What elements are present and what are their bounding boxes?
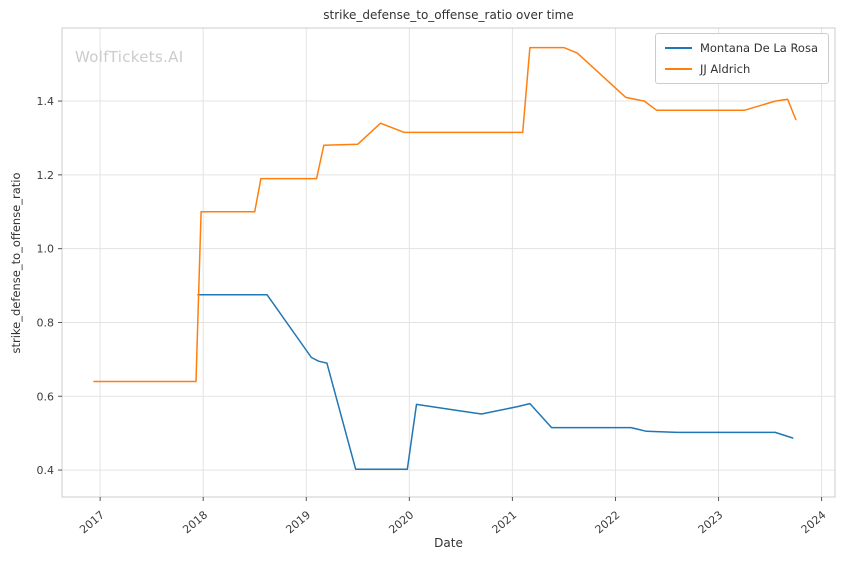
- watermark: WolfTickets.AI: [75, 48, 184, 66]
- x-tick-label: 2021: [490, 508, 520, 536]
- legend-line-sample: [664, 68, 692, 70]
- series-line-jj-aldrich: [93, 46, 797, 383]
- legend-label: Montana De La Rosa: [699, 41, 818, 55]
- y-tick-label: 0.8: [37, 316, 55, 329]
- legend-line-sample: [664, 47, 692, 49]
- y-tick-label: 1.2: [37, 169, 55, 182]
- y-tick-label: 1.4: [37, 95, 55, 108]
- chart-title: strike_defense_to_offense_ratio over tim…: [323, 8, 574, 22]
- x-tick-label: 2020: [386, 508, 416, 536]
- legend-item-jj-aldrich: JJ Aldrich: [664, 62, 818, 76]
- y-tick-label: 0.4: [37, 464, 55, 477]
- x-tick-label: 2018: [180, 508, 210, 536]
- plot-border: [61, 27, 836, 498]
- x-tick-label: 2017: [77, 508, 107, 536]
- x-tick-label: 2022: [593, 508, 623, 536]
- x-tick-label: 2024: [799, 508, 829, 536]
- x-tick-label: 2019: [283, 508, 313, 536]
- legend-label: JJ Aldrich: [699, 62, 751, 76]
- series-line-montana-de-la-rosa: [197, 294, 794, 471]
- y-tick-label: 0.6: [37, 390, 55, 403]
- plot-background: [62, 28, 835, 497]
- y-tick-label: 1.0: [37, 243, 55, 256]
- x-tick-label: 2023: [696, 508, 726, 536]
- legend: Montana De La Rosa JJ Aldrich: [654, 33, 829, 84]
- y-axis-label: strike_defense_to_offense_ratio: [9, 172, 23, 354]
- legend-item-montana-de-la-rosa: Montana De La Rosa: [664, 41, 818, 55]
- x-axis-label: Date: [434, 536, 463, 550]
